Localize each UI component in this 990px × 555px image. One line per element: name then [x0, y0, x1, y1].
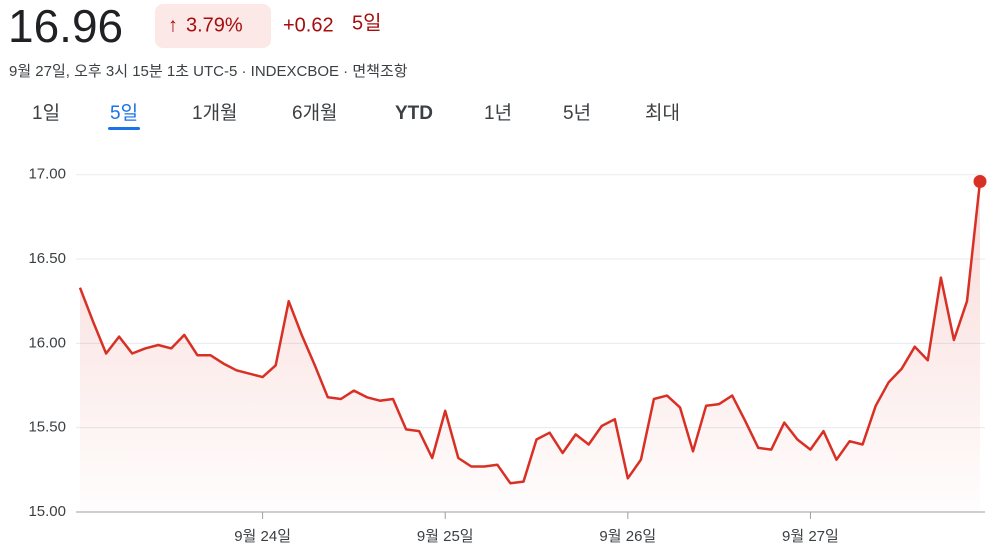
tab-bar: 1일 5일 1개월 6개월 YTD 1년 5년 최대: [32, 102, 680, 130]
change-badge: [155, 4, 271, 48]
last-point: [973, 174, 987, 188]
x-tick-label: 9월 26일: [599, 528, 656, 545]
up-arrow: ↑: [168, 14, 178, 36]
tab[interactable]: 5일: [110, 102, 138, 124]
plot: 15.00 15.50 16.00 16.50 17.00 9월 24일 9월 25일 9월 …: [28, 166, 987, 545]
tab[interactable]: 최대: [645, 102, 680, 124]
x-tick-label: 9월 25일: [417, 528, 474, 545]
tab[interactable]: YTD: [395, 103, 433, 124]
change-percent: 3.79%: [186, 14, 243, 36]
area: [80, 181, 980, 512]
y-tick-label: 16.00: [28, 334, 66, 351]
y-tick-label: 16.50: [28, 250, 66, 267]
y-tick-label: 17.00: [28, 166, 66, 183]
price: 16.96: [8, 0, 123, 52]
x-tick-label: 9월 27일: [782, 528, 839, 545]
y-tick-label: 15.50: [28, 419, 66, 436]
tab[interactable]: 1개월: [192, 102, 238, 124]
tab-underline: [108, 127, 141, 130]
change-value: +0.62: [283, 14, 334, 36]
price-line: [78, 181, 982, 485]
x-tick-label: 9월 24일: [234, 528, 291, 545]
subtitle: 9월 27일, 오후 3시 15분 1초 UTC-5 · INDEXCBOE ·…: [9, 63, 408, 80]
tab[interactable]: 6개월: [292, 102, 338, 124]
tab[interactable]: 1일: [32, 102, 60, 124]
tab[interactable]: 5년: [563, 102, 591, 124]
tab[interactable]: 1년: [484, 102, 512, 124]
period: 5일: [352, 11, 382, 34]
y-tick-label: 15.00: [28, 503, 66, 520]
